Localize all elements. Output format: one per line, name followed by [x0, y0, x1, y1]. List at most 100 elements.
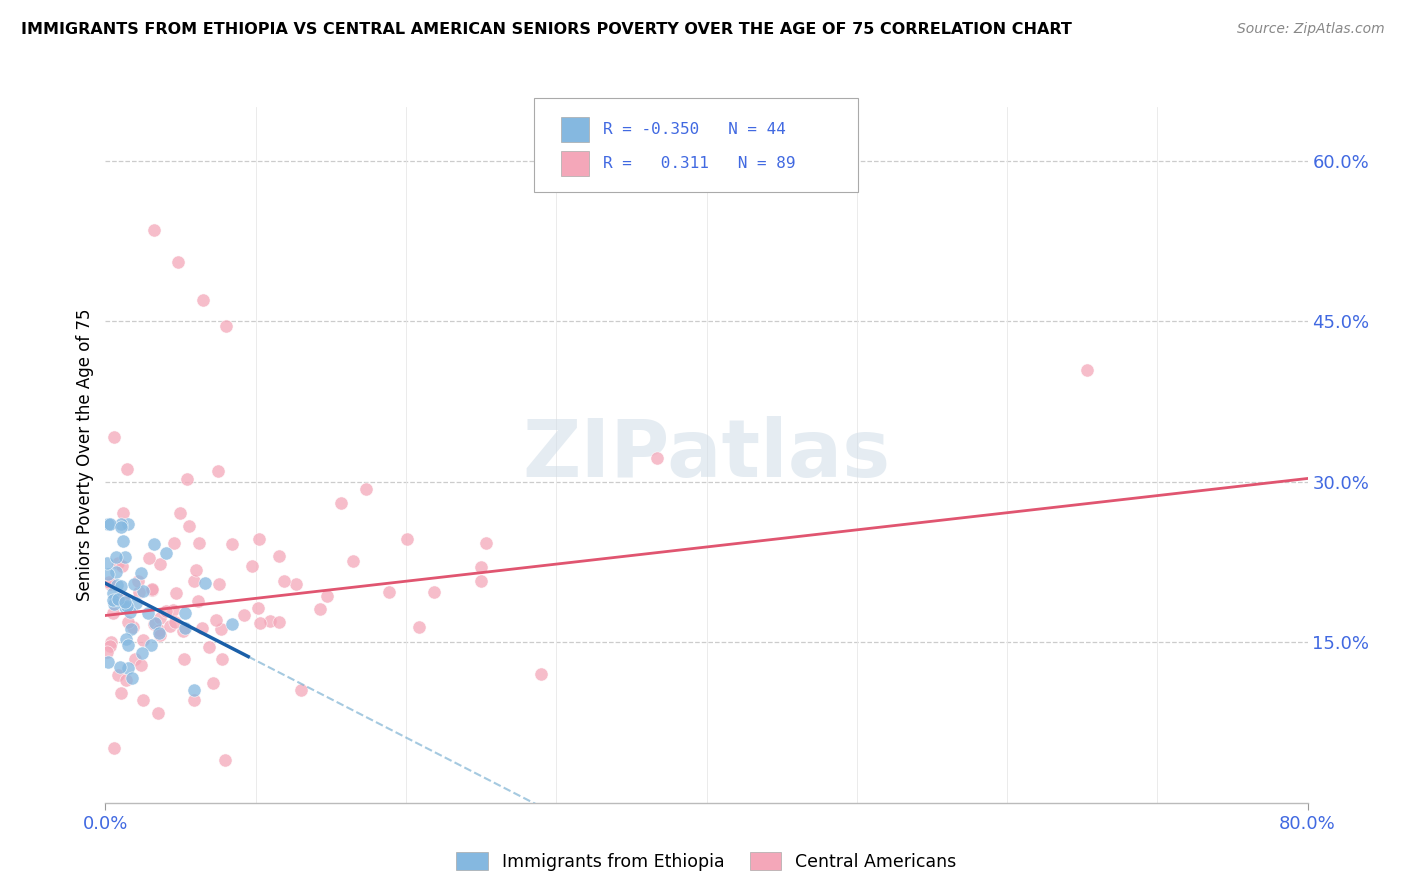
Point	[183, 574, 205, 588]
Point	[127, 574, 149, 588]
Point	[183, 683, 205, 698]
Point	[249, 615, 271, 630]
Point	[191, 621, 214, 635]
Point	[125, 596, 148, 610]
Point	[115, 632, 138, 646]
Point	[132, 584, 155, 599]
Point	[184, 563, 207, 577]
Point	[117, 638, 139, 652]
Point	[111, 506, 134, 520]
Point	[183, 693, 205, 707]
Point	[165, 615, 187, 629]
Point	[247, 533, 270, 547]
Text: R =   0.311   N = 89: R = 0.311 N = 89	[603, 156, 796, 170]
Point	[103, 430, 125, 444]
Point	[162, 603, 184, 617]
Point	[193, 576, 215, 591]
Point	[356, 483, 378, 497]
Point	[470, 574, 492, 589]
Point	[148, 623, 170, 637]
Point	[198, 640, 221, 655]
Point	[98, 517, 121, 532]
Point	[267, 615, 290, 630]
Point	[205, 613, 228, 627]
Point	[173, 621, 195, 635]
Point	[284, 577, 307, 591]
Point	[142, 223, 165, 237]
Point	[98, 574, 121, 589]
Point	[142, 617, 165, 632]
Point	[221, 616, 243, 631]
Point	[105, 550, 128, 565]
Point	[214, 753, 236, 767]
Point	[100, 634, 122, 648]
Point	[214, 319, 236, 334]
Text: R = -0.350   N = 44: R = -0.350 N = 44	[603, 122, 786, 136]
Point	[142, 537, 165, 551]
Point	[174, 607, 197, 621]
Point	[115, 599, 138, 614]
Point	[129, 566, 152, 581]
Point	[122, 576, 145, 591]
Point	[188, 536, 211, 550]
Point	[117, 661, 139, 675]
Point	[207, 464, 229, 478]
Point	[112, 591, 135, 606]
Point	[114, 595, 136, 609]
Point	[187, 593, 209, 607]
Point	[221, 537, 243, 551]
Point	[176, 472, 198, 486]
Point	[246, 600, 269, 615]
Point	[209, 622, 232, 636]
Point	[121, 672, 143, 686]
Point	[111, 559, 134, 574]
Point	[98, 639, 121, 653]
Point	[110, 520, 132, 534]
Point	[396, 533, 419, 547]
Point	[128, 585, 150, 599]
Point	[173, 652, 195, 666]
Point	[112, 533, 135, 548]
Point	[97, 655, 120, 669]
Point	[290, 683, 312, 698]
Point	[530, 667, 553, 681]
Point	[141, 582, 163, 596]
Point	[118, 605, 141, 619]
Point	[423, 585, 446, 599]
Point	[117, 615, 139, 629]
Point	[159, 618, 181, 632]
Point	[166, 255, 188, 269]
Point	[96, 556, 118, 570]
Text: ZIPatlas: ZIPatlas	[523, 416, 890, 494]
Point	[138, 550, 160, 565]
Point	[122, 620, 145, 634]
Point	[107, 668, 129, 682]
Point	[110, 685, 132, 699]
Point	[101, 606, 124, 620]
Point	[124, 652, 146, 666]
Point	[316, 589, 339, 603]
Point	[155, 604, 177, 618]
Point	[110, 517, 132, 532]
Point	[211, 652, 233, 666]
Point	[129, 658, 152, 673]
Point	[110, 579, 132, 593]
Text: IMMIGRANTS FROM ETHIOPIA VS CENTRAL AMERICAN SENIORS POVERTY OVER THE AGE OF 75 : IMMIGRANTS FROM ETHIOPIA VS CENTRAL AMER…	[21, 22, 1071, 37]
Point	[141, 638, 163, 652]
Y-axis label: Seniors Poverty Over the Age of 75: Seniors Poverty Over the Age of 75	[76, 309, 94, 601]
Legend: Immigrants from Ethiopia, Central Americans: Immigrants from Ethiopia, Central Americ…	[450, 845, 963, 878]
Text: Source: ZipAtlas.com: Source: ZipAtlas.com	[1237, 22, 1385, 37]
Point	[131, 646, 153, 660]
Point	[233, 608, 256, 623]
Point	[98, 576, 121, 591]
Point	[208, 577, 231, 591]
Point	[155, 546, 177, 560]
Point	[148, 626, 170, 640]
Point	[101, 593, 124, 607]
Point	[240, 558, 263, 573]
Point	[169, 507, 191, 521]
Point	[309, 602, 332, 616]
Point	[108, 660, 131, 674]
Point	[105, 578, 128, 592]
Point	[104, 566, 127, 580]
